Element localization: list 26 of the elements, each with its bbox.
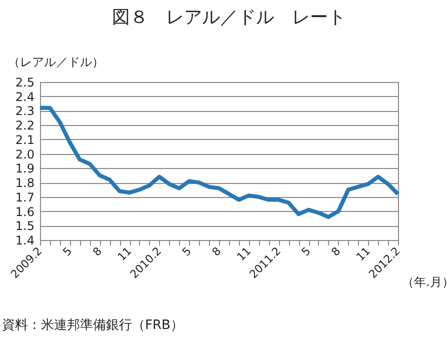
y-tick-label: 2.3 xyxy=(15,104,34,118)
y-tick-label: 2.1 xyxy=(15,132,34,147)
y-tick-label: 1.7 xyxy=(15,190,34,204)
x-axis-title: （年.月） xyxy=(402,275,448,289)
x-tick-label: 8 xyxy=(90,244,104,259)
x-tick-label: 5 xyxy=(299,244,314,259)
y-tick-label: 2.4 xyxy=(15,90,34,104)
x-tick-label: 8 xyxy=(328,244,344,259)
chart-title: 図８ レアル／ドル レート xyxy=(112,7,346,28)
y-tick-label: 2.0 xyxy=(15,147,34,162)
x-tick-label: 5 xyxy=(60,244,75,259)
x-tick-label: 5 xyxy=(180,244,194,259)
y-tick-label: 2.2 xyxy=(15,118,34,133)
y-tick-label: 1.8 xyxy=(15,176,34,190)
x-tick-label: 11 xyxy=(115,244,134,264)
y-tick-label: 2.5 xyxy=(15,76,34,90)
y-tick-label: 1.4 xyxy=(15,234,34,248)
y-tick-label: 1.9 xyxy=(15,162,34,176)
y-tick-label: 1.6 xyxy=(15,204,34,219)
line-series xyxy=(38,106,400,220)
text: 資料：米連邦準備銀行（FRB） xyxy=(2,318,184,333)
y-tick-label: 1.5 xyxy=(15,219,34,234)
x-tick-label: 11 xyxy=(354,244,373,264)
y-axis-title: （レアル／ドル） xyxy=(8,55,104,69)
x-tick-label: 11 xyxy=(234,244,254,264)
x-tick-label: 8 xyxy=(210,244,224,259)
